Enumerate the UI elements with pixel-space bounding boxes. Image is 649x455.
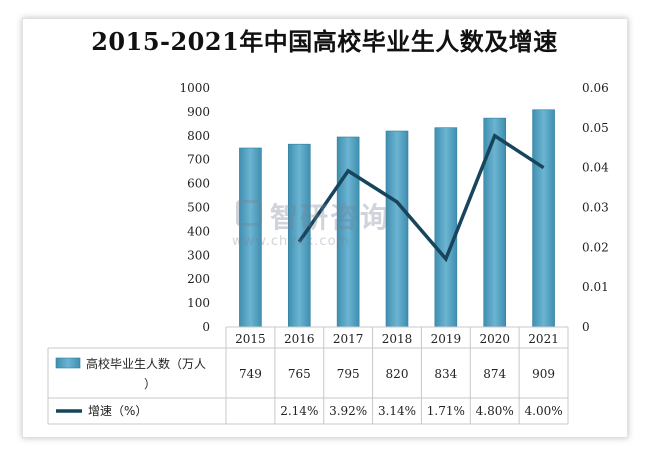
y-left-tick-label: 500 [187,201,210,215]
y-left-tick-label: 800 [187,129,210,143]
y-left-tick-label: 1000 [179,81,210,95]
bar-data-label: 874 [483,367,506,381]
bar-data-label: 795 [337,367,360,381]
line-data-label: 3.92% [329,404,367,418]
x-tick-label: 2019 [431,332,462,346]
y-left-tick-label: 600 [187,177,210,191]
legend-bar-swatch [55,357,81,369]
x-tick-label: 2017 [333,332,364,346]
bar-2021 [532,109,555,328]
legend-bar-label: 高校毕业生人数（万人 [86,356,206,371]
watermark: 智研咨询 www.chyxx.com [232,196,432,256]
y-left-tick-label: 700 [187,153,210,167]
y-right-tick-label: 0.02 [582,240,609,254]
bar-data-label: 749 [239,367,262,381]
line-data-label: 4.80% [476,404,514,418]
y-left-tick-label: 300 [187,248,210,262]
watermark-url: www.chyxx.com [232,234,351,249]
y-left-tick-label: 200 [187,272,210,286]
y-right-tick-label: 0 [582,320,590,334]
x-tick-label: 2018 [382,332,413,346]
x-tick-label: 2021 [528,332,559,346]
chart-title: 2015-2021年中国高校毕业生人数及增速 [91,27,558,56]
y-right-tick-label: 0.03 [582,201,609,215]
watermark-logo-icon [236,200,262,226]
y-left-tick-label: 100 [187,296,210,310]
y-left-tick-label: 400 [187,224,210,238]
bar-data-label: 820 [386,367,409,381]
bar-2019 [434,127,458,328]
y-right-tick-label: 0.06 [582,81,609,95]
y-right-tick-label: 0.01 [582,280,609,294]
line-data-label: 2.14% [280,404,318,418]
legend-line-label: 增速（%） [88,404,147,418]
watermark-brand: 智研咨询 [270,201,391,234]
line-data-label: 4.00% [525,404,563,418]
growth-line [297,133,545,263]
y-left-tick-label: 0 [202,320,210,334]
bar-data-label: 765 [288,367,311,381]
x-tick-label: 2016 [284,332,315,346]
chart-frame [22,18,628,438]
line-data-label: 3.14% [378,404,416,418]
x-tick-label: 2015 [235,332,266,346]
legend-bar-label-wrap: ） [144,377,156,391]
y-left-tick-label: 900 [187,105,210,119]
bar-data-label: 834 [434,367,457,381]
y-right-tick-label: 0.05 [582,121,609,135]
line-data-label: 1.71% [427,404,465,418]
bar-data-label: 909 [532,367,555,381]
y-right-tick-label: 0.04 [582,161,609,175]
x-tick-label: 2020 [479,332,510,346]
bar-2020 [483,117,507,328]
